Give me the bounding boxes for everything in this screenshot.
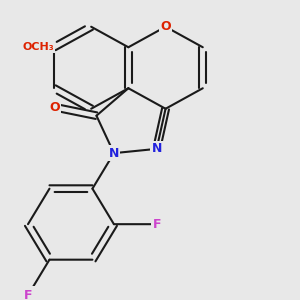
- Text: OCH₃: OCH₃: [22, 42, 54, 52]
- Text: O: O: [49, 100, 60, 114]
- Text: N: N: [152, 142, 162, 155]
- Text: F: F: [153, 218, 161, 231]
- Text: O: O: [160, 20, 171, 33]
- Text: F: F: [24, 289, 32, 300]
- Text: N: N: [109, 147, 119, 160]
